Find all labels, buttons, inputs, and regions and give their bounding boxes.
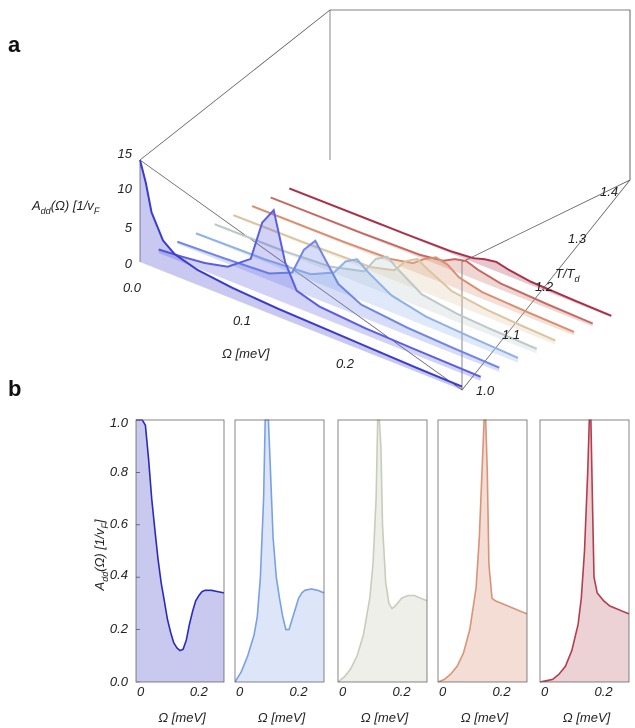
area-line-5 [539, 419, 630, 683]
panel-b-x-axis-label-1: Ω [meV] [158, 710, 206, 725]
z-tick-15: 15 [118, 146, 133, 161]
box-back-top-edge [139, 9, 631, 180]
curve-line-T1.4 [288, 187, 612, 317]
curve-fill-T1.25 [233, 215, 556, 345]
panel-a-curves [139, 159, 612, 390]
box-right-bottom-edge [461, 179, 631, 391]
area-fill-1 [136, 420, 224, 682]
t-tick-1.4: 1.4 [600, 184, 618, 199]
curve-line-T1.15 [195, 232, 519, 359]
area-line-3 [337, 419, 428, 683]
panel-b-xtick-0-3: 0 [339, 684, 347, 699]
panel-b-x-axis-label-3: Ω [meV] [361, 710, 409, 725]
panel-a-x-axis-label: Ω [meV] [222, 346, 270, 361]
y-tick-0.6: 0.6 [110, 516, 129, 531]
panel-b-xtick-0.2-3: 0.2 [393, 684, 412, 699]
panel-b-frame-4 [437, 419, 528, 683]
panel-b-xtick-0-4: 0 [439, 684, 447, 699]
panel-b-frame-1 [135, 419, 225, 683]
curve-line-T1 [139, 159, 463, 388]
area-line-1 [136, 419, 225, 652]
panel-b-x-axis-label-2: Ω [meV] [258, 710, 306, 725]
curve-fill-T1 [140, 160, 462, 390]
box-right-top-edge [461, 179, 631, 263]
panel-a-letter: a [8, 32, 21, 57]
panel-a-t-axis-label: T/Td [555, 266, 581, 284]
y-tick-0.2: 0.2 [110, 621, 129, 636]
curve-line-T1.35 [270, 196, 594, 325]
area-line-2 [234, 419, 325, 683]
curve-fill-T1.15 [196, 233, 518, 363]
curve-line-T1.25 [232, 214, 556, 342]
y-tick-0.0: 0.0 [110, 674, 129, 689]
panel-b-xtick-0-2: 0 [236, 684, 244, 699]
x-tick-0.0: 0.0 [123, 280, 142, 295]
panel-a-3d-box [139, 9, 631, 391]
curve-line-T1.1 [176, 239, 500, 369]
panel-b-xtick-0.2-4: 0.2 [493, 684, 512, 699]
panel-b-x-axis-label-4: Ω [meV] [461, 710, 509, 725]
panel-b-xtick-0.2-1: 0.2 [190, 684, 209, 699]
panel-a-z-axis-label: Add(Ω) [1/vF [31, 198, 100, 216]
curve-fill-T1.1 [177, 240, 500, 372]
panel-b-xtick-0-1: 0 [137, 684, 145, 699]
x-tick-0.2: 0.2 [336, 356, 355, 371]
y-tick-1.0: 1.0 [110, 415, 129, 430]
panel-b-frame-5 [539, 419, 630, 683]
z-tick-5: 5 [125, 220, 133, 235]
t-tick-1.3: 1.3 [568, 231, 587, 246]
area-fill-4 [438, 420, 527, 682]
panel-b-charts: 0 0.2 Ω [meV] 0 0.2 Ω [meV] 0 0.2 Ω [meV] 0 0.2 Ω [… [135, 419, 630, 725]
panel-b-xtick-0-5: 0 [541, 684, 549, 699]
curve-line-T1.05 [158, 208, 482, 378]
panel-b-x-axis-label-5: Ω [meV] [563, 710, 611, 725]
panel-b-frame-3 [337, 419, 428, 683]
panel-b-letter: b [8, 376, 21, 401]
curve-line-T1.2 [214, 223, 538, 350]
t-tick-1.1: 1.1 [502, 327, 520, 342]
z-tick-10: 10 [118, 181, 133, 196]
panel-b-frame-2 [234, 419, 325, 683]
panel-b-xtick-0.2-5: 0.2 [595, 684, 614, 699]
y-tick-0.4: 0.4 [110, 567, 128, 582]
panel-b-y-axis-label: Add(Ω) [1/vF] [92, 519, 110, 591]
curve-line-T1.3 [251, 205, 575, 333]
area-fill-3 [338, 420, 427, 682]
curve-fill-T1.2 [214, 224, 537, 354]
panel-b-xtick-0.2-2: 0.2 [290, 684, 309, 699]
t-tick-1.2: 1.2 [535, 279, 554, 294]
z-tick-0: 0 [125, 256, 133, 271]
area-fill-2 [235, 420, 324, 682]
t-tick-1.0: 1.0 [476, 383, 495, 398]
y-tick-0.8: 0.8 [110, 464, 129, 479]
x-tick-0.1: 0.1 [233, 313, 251, 328]
